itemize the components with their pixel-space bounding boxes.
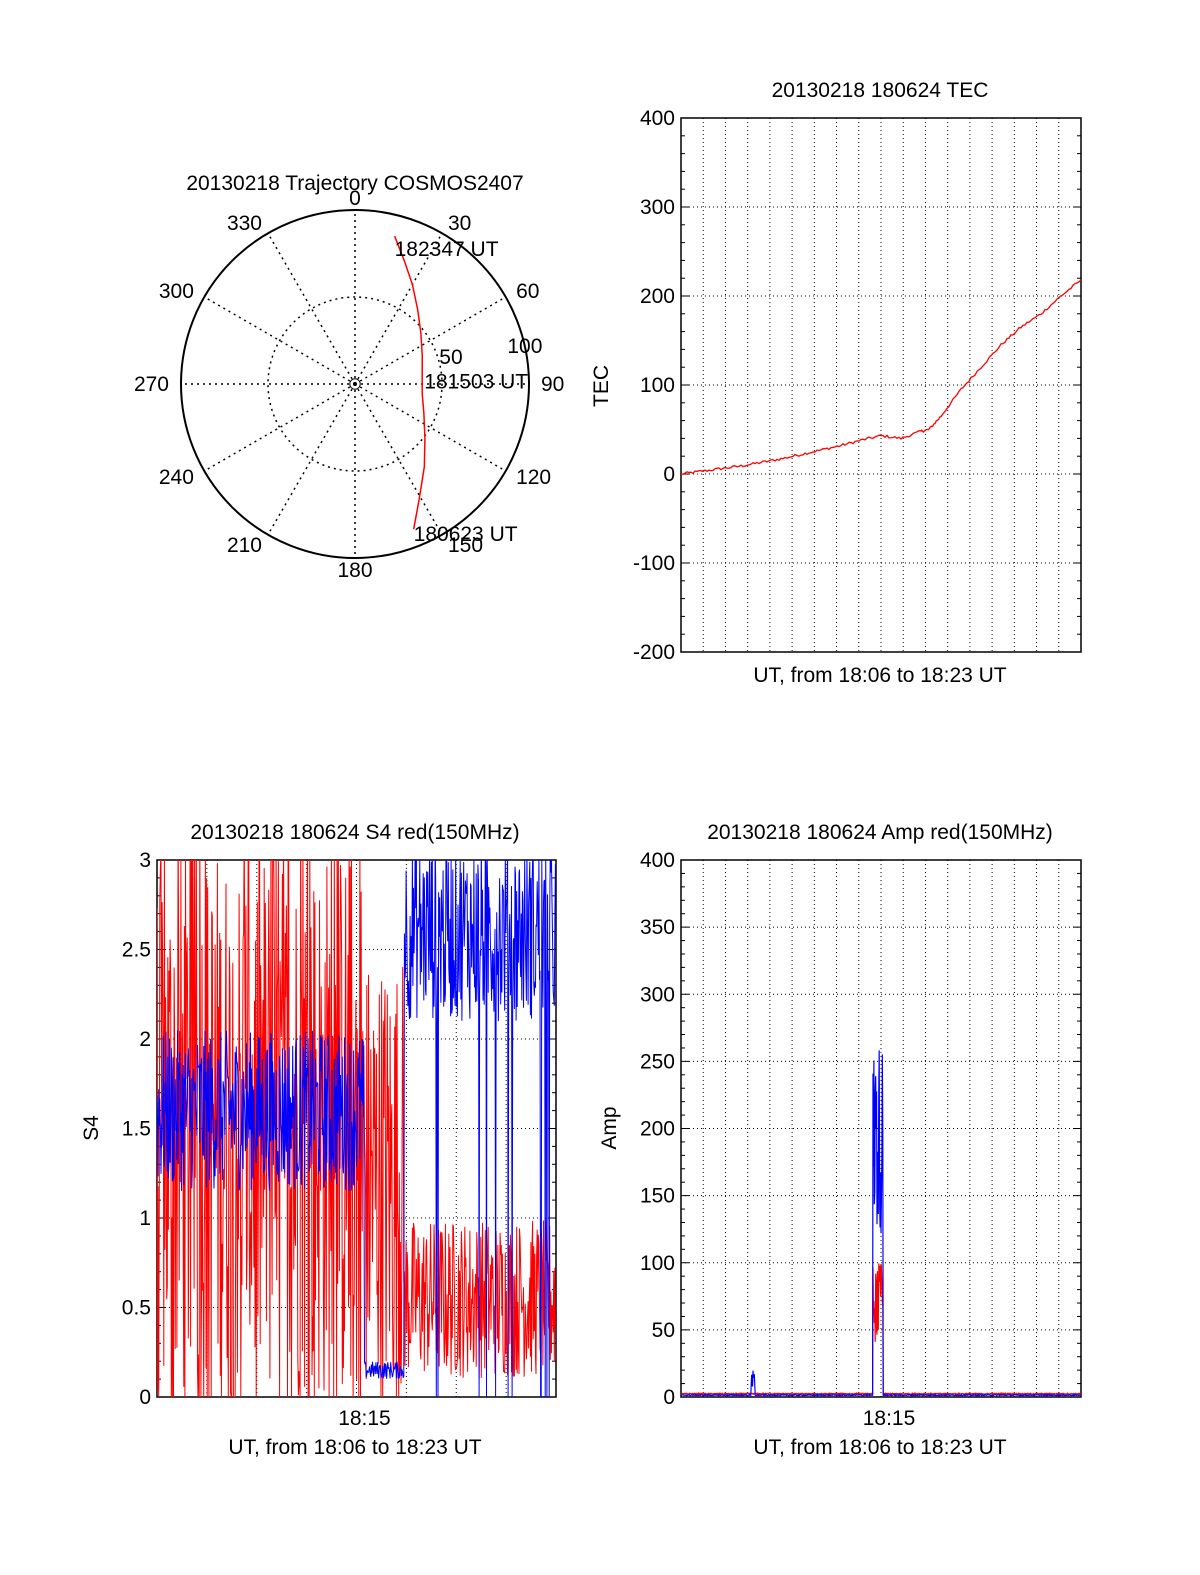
annotation-mid-time: 181503 UT xyxy=(424,371,528,394)
y-tick-label: 50 xyxy=(652,1319,675,1342)
y-tick-label: 0 xyxy=(663,463,675,486)
y-tick-label: 3 xyxy=(139,849,151,872)
y-tick-label: 400 xyxy=(640,849,675,872)
s4-plot: 20130218 180624 S4 red(150MHz) UT, from … xyxy=(80,821,557,1459)
y-tick-label: 0.5 xyxy=(122,1297,151,1320)
y-tick-label: 350 xyxy=(640,916,675,939)
s4-title: 20130218 180624 S4 red(150MHz) xyxy=(190,821,519,844)
y-tick-label: -100 xyxy=(633,552,675,575)
y-tick-label: 100 xyxy=(640,374,675,397)
y-tick-label: 300 xyxy=(640,196,675,219)
tec-title: 20130218 180624 TEC xyxy=(772,79,989,102)
amp-ylabel: Amp xyxy=(598,1106,621,1149)
x-tick-label: 18:15 xyxy=(338,1407,391,1430)
tec-xlabel: UT, from 18:06 to 18:23 UT xyxy=(753,664,1006,687)
polar-outer-circle xyxy=(180,209,530,559)
s4-series-blue xyxy=(157,860,556,1397)
polar-spoke xyxy=(203,383,356,472)
annotation-end-time: 180623 UT xyxy=(414,523,518,546)
amp-xlabel: UT, from 18:06 to 18:23 UT xyxy=(753,1436,1006,1459)
polar-spoke xyxy=(354,296,507,385)
y-tick-label: 150 xyxy=(640,1185,675,1208)
y-tick-label: 1.5 xyxy=(122,1118,151,1141)
x-tick-label: 18:15 xyxy=(863,1407,916,1430)
y-tick-label: 200 xyxy=(640,1118,675,1141)
amp-title: 20130218 180624 Amp red(150MHz) xyxy=(707,821,1053,844)
y-tick-label: 2 xyxy=(139,1028,151,1051)
polar-spoke xyxy=(354,383,443,536)
y-tick-label: 0 xyxy=(139,1386,151,1409)
s4-xlabel: UT, from 18:06 to 18:23 UT xyxy=(228,1436,481,1459)
azimuth-label: 60 xyxy=(516,280,539,303)
s4-ylabel: S4 xyxy=(80,1115,103,1141)
polar-spoke xyxy=(267,232,356,385)
trajectory-line xyxy=(393,235,426,530)
azimuth-label: 330 xyxy=(227,212,262,235)
polar-grid-circle xyxy=(267,296,443,472)
y-tick-label: 0 xyxy=(663,1386,675,1409)
azimuth-label: 0 xyxy=(349,187,361,210)
azimuth-label: 30 xyxy=(448,212,471,235)
azimuth-label: 120 xyxy=(516,466,551,489)
tec-ylabel: TEC xyxy=(590,365,613,407)
s4-series-red xyxy=(157,860,556,1397)
amp-series-blue xyxy=(680,1050,1082,1398)
trajectory-title: 20130218 Trajectory COSMOS2407 xyxy=(186,172,523,195)
azimuth-label: 150 xyxy=(448,534,483,557)
y-tick-label: 2.5 xyxy=(122,939,151,962)
azimuth-label: 270 xyxy=(134,373,169,396)
tec-plot: 20130218 180624 TEC UT, from 18:06 to 18… xyxy=(590,79,1082,687)
y-tick-label: 400 xyxy=(640,107,675,130)
radial-tick-label: 100 xyxy=(507,335,542,358)
polar-spoke xyxy=(203,296,356,385)
y-tick-label: 100 xyxy=(640,1252,675,1275)
annotation-start-time: 182347 UT xyxy=(395,238,499,261)
azimuth-label: 240 xyxy=(159,466,194,489)
polar-spoke xyxy=(354,232,443,385)
azimuth-label: 300 xyxy=(159,280,194,303)
tec-series-line xyxy=(680,279,1082,475)
polar-center xyxy=(349,378,361,390)
y-tick-label: 200 xyxy=(640,285,675,308)
azimuth-label: 210 xyxy=(227,534,262,557)
azimuth-label: 180 xyxy=(337,559,372,582)
y-tick-label: -200 xyxy=(633,641,675,664)
polar-spoke xyxy=(354,383,507,472)
y-tick-label: 1 xyxy=(139,1207,151,1230)
polar-spoke xyxy=(267,383,356,536)
azimuth-label: 90 xyxy=(541,373,564,396)
y-tick-label: 250 xyxy=(640,1050,675,1073)
amp-plot: 20130218 180624 Amp red(150MHz) UT, from… xyxy=(598,821,1082,1459)
y-tick-label: 300 xyxy=(640,983,675,1006)
radial-tick-label: 50 xyxy=(439,346,462,369)
trajectory-polar-plot: 20130218 Trajectory COSMOS2407 0 30 60 90 12… xyxy=(134,172,564,582)
